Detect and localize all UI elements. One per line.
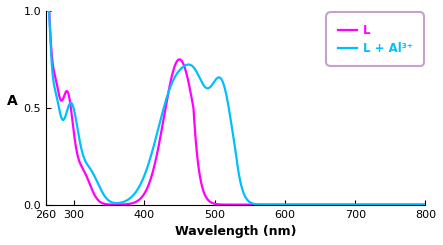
L + Al³⁺ [189, 64, 194, 67]
L [43, 10, 49, 12]
L + Al³⁺ [205, 87, 210, 90]
Legend: L, L + Al³⁺: L, L + Al³⁺ [330, 17, 420, 62]
L + Al³⁺ [416, 203, 421, 206]
Line: L: L [46, 11, 425, 205]
Y-axis label: A: A [7, 94, 18, 108]
L [374, 203, 380, 206]
L [423, 203, 428, 206]
L + Al³⁺ [423, 203, 428, 206]
L [416, 203, 421, 206]
L [86, 181, 92, 184]
Line: L + Al³⁺: L + Al³⁺ [46, 11, 425, 205]
L + Al³⁺ [109, 201, 114, 204]
L + Al³⁺ [86, 166, 92, 169]
L + Al³⁺ [374, 203, 380, 206]
L [189, 96, 194, 98]
L [205, 198, 210, 201]
L [109, 203, 114, 206]
X-axis label: Wavelength (nm): Wavelength (nm) [175, 225, 296, 238]
L + Al³⁺ [43, 10, 49, 12]
